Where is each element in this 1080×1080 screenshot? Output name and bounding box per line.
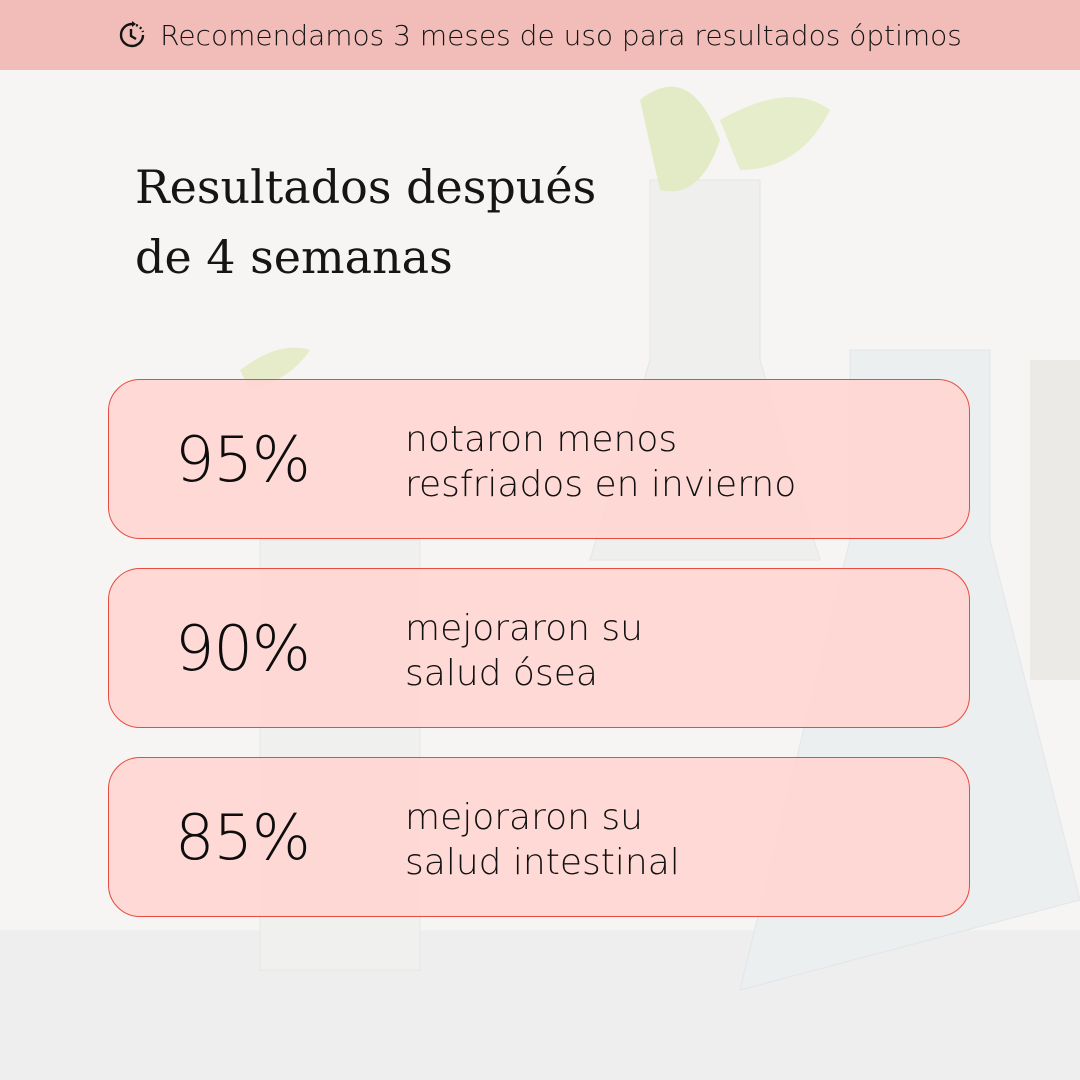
stat-label-line-2: salud intestinal — [405, 842, 680, 883]
stat-label-line-2: resfriados en invierno — [405, 464, 797, 505]
title-line-1: Resultados después — [135, 160, 597, 214]
stat-card: 85% mejoraron su salud intestinal — [108, 757, 970, 917]
stat-label: mejoraron su salud intestinal — [405, 795, 680, 885]
stat-card: 90% mejoraron su salud ósea — [108, 568, 970, 728]
stat-label-line-1: mejoraron su — [405, 797, 643, 838]
stat-card: 95% notaron menos resfriados en invierno — [108, 379, 970, 539]
banner-text: Recomendamos 3 meses de uso para resulta… — [160, 18, 962, 52]
stat-label: mejoraron su salud ósea — [405, 606, 643, 696]
stat-value: 85% — [175, 800, 311, 874]
stat-label: notaron menos resfriados en invierno — [405, 417, 796, 507]
stat-label-line-1: notaron menos — [405, 419, 678, 460]
title-line-2: de 4 semanas — [135, 230, 453, 284]
recommendation-banner: Recomendamos 3 meses de uso para resulta… — [0, 0, 1080, 70]
page-title: Resultados después de 4 semanas — [135, 152, 596, 292]
stat-value: 95% — [175, 422, 311, 496]
clock-refresh-icon — [119, 21, 145, 48]
stat-value: 90% — [175, 611, 311, 685]
stat-label-line-1: mejoraron su — [405, 608, 643, 649]
stat-label-line-2: salud ósea — [405, 653, 598, 694]
